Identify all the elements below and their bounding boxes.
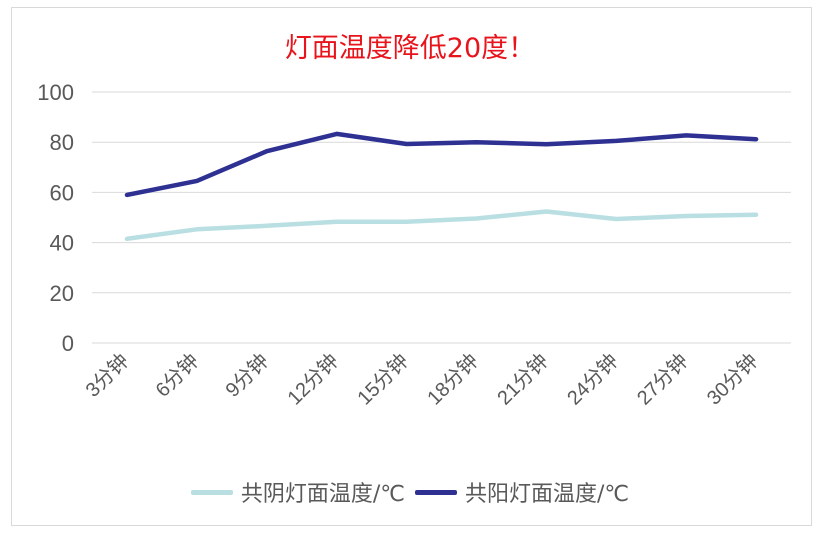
legend-label-common-cathode: 共阴灯面温度/℃	[240, 482, 405, 507]
x-tick-label: 27分钟	[632, 349, 692, 409]
x-tick-label: 24分钟	[563, 349, 623, 409]
series-lines	[124, 131, 759, 242]
chart-title: 灯面温度降低20度！	[284, 33, 536, 64]
x-tick-label: 30分钟	[702, 349, 762, 409]
series-line-common-anode	[124, 131, 759, 198]
legend-swatch-common-anode	[415, 489, 457, 495]
series-line-common-cathode	[124, 209, 759, 242]
x-axis-ticks: 3分钟 6分钟 9分钟 12分钟 15分钟 18分钟 21分钟 24分钟 27分钟 30分钟	[81, 349, 763, 409]
y-tick-label: 100	[37, 80, 74, 105]
x-tick-label: 6分钟	[151, 349, 203, 401]
x-tick-label: 9分钟	[221, 349, 273, 401]
legend: 共阴灯面温度/℃ 共阳灯面温度/℃	[0, 476, 820, 508]
y-tick-label: 40	[50, 231, 74, 256]
x-tick-label: 3分钟	[81, 349, 133, 401]
y-tick-label: 60	[50, 180, 74, 205]
x-tick-label: 12分钟	[283, 349, 343, 409]
y-axis-ticks: 0 20 40 60 80 100	[37, 80, 74, 356]
y-tick-label: 80	[50, 130, 74, 155]
x-tick-label: 15分钟	[353, 349, 413, 409]
y-tick-label: 0	[62, 331, 74, 356]
legend-label-common-anode: 共阳灯面温度/℃	[465, 482, 630, 507]
x-tick-label: 18分钟	[423, 349, 483, 409]
y-tick-label: 20	[50, 281, 74, 306]
x-tick-label: 21分钟	[493, 349, 553, 409]
legend-item-common-cathode: 共阴灯面温度/℃	[190, 476, 405, 508]
legend-item-common-anode: 共阳灯面温度/℃	[415, 476, 629, 508]
legend-swatch-common-cathode	[190, 489, 233, 495]
chart-frame	[11, 7, 812, 526]
